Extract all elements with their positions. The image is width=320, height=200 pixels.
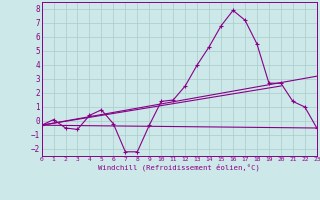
X-axis label: Windchill (Refroidissement éolien,°C): Windchill (Refroidissement éolien,°C) xyxy=(98,164,260,171)
